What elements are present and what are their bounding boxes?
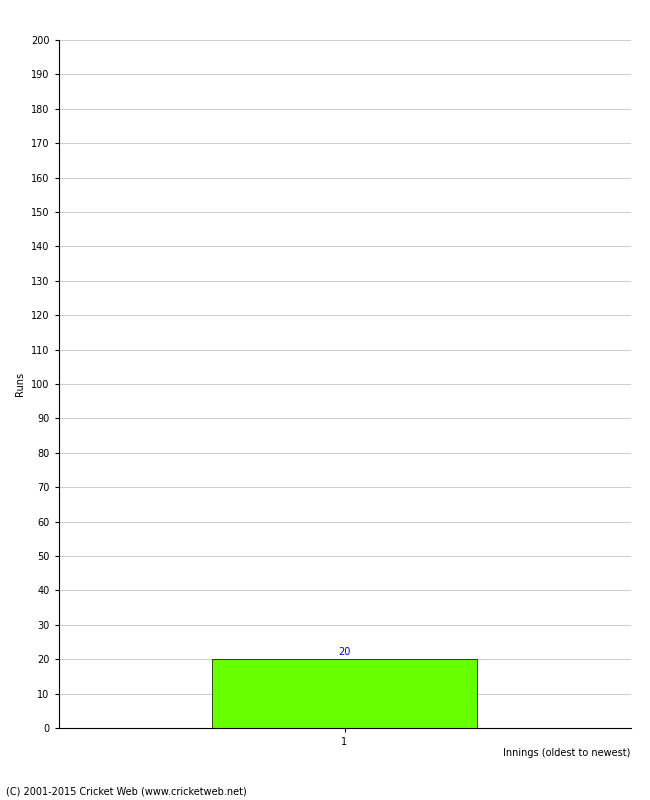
- Text: 20: 20: [338, 647, 351, 658]
- Text: (C) 2001-2015 Cricket Web (www.cricketweb.net): (C) 2001-2015 Cricket Web (www.cricketwe…: [6, 786, 247, 796]
- Text: Innings (oldest to newest): Innings (oldest to newest): [503, 748, 630, 758]
- Bar: [212, 659, 477, 728]
- Y-axis label: Runs: Runs: [16, 372, 25, 396]
